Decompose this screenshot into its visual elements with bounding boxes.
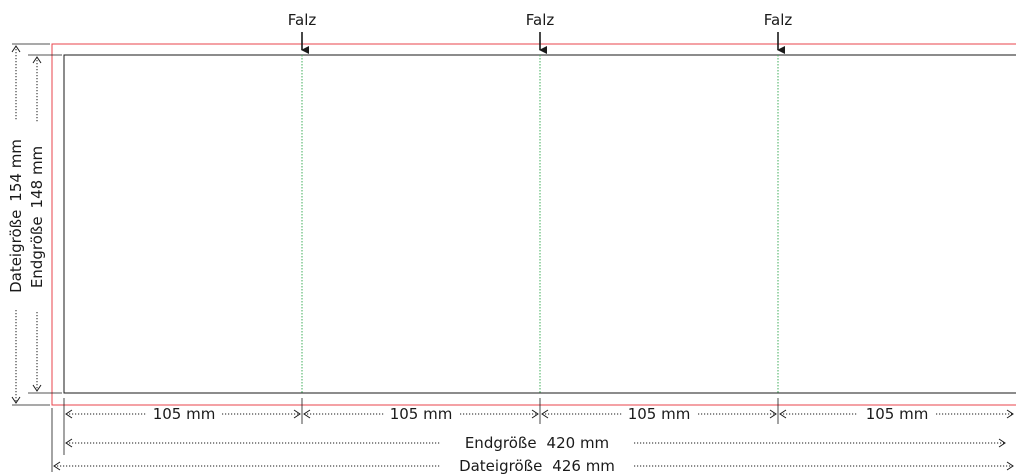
svg-text:Endgröße148 mm: Endgröße 148 mm [28,146,46,288]
end-size-height-value: 148 mm [28,146,46,209]
file-size-width-value: 426 mm [552,457,615,475]
file-size-height-value: 154 mm [7,139,25,202]
end-size-height-label: Endgröße [28,216,46,288]
panel-dimension-2: 105 mm [303,405,539,423]
file-size-height-dimension: Dateigröße 154 mm [7,45,25,404]
panel-width-label: 105 mm [153,405,216,423]
fold-label-3: Falz [764,11,793,29]
fold-label-2: Falz [526,11,555,29]
trim-outline [63,54,1016,394]
file-size-width-dimension: Dateigröße 426 mm [53,457,1014,475]
panel-width-label: 105 mm [866,405,929,423]
end-size-height-dimension: Endgröße 148 mm [28,56,46,392]
panel-dimension-4: 105 mm [779,405,1014,423]
bleed-outline [51,43,1016,406]
file-size-height-label: Dateigröße [7,210,25,293]
end-size-width-label: Endgröße [465,434,537,452]
end-size-width-dimension: Endgröße 420 mm [65,434,1006,452]
panel-dimension-3: 105 mm [541,405,777,423]
file-size-width-label: Dateigröße [459,457,542,475]
panel-width-label: 105 mm [628,405,691,423]
svg-text:Dateigröße154 mm: Dateigröße 154 mm [7,139,25,293]
end-size-width-value: 420 mm [547,434,610,452]
fold-label-1: Falz [288,11,317,29]
panel-dimension-1: 105 mm [65,405,301,423]
panel-width-label: 105 mm [390,405,453,423]
